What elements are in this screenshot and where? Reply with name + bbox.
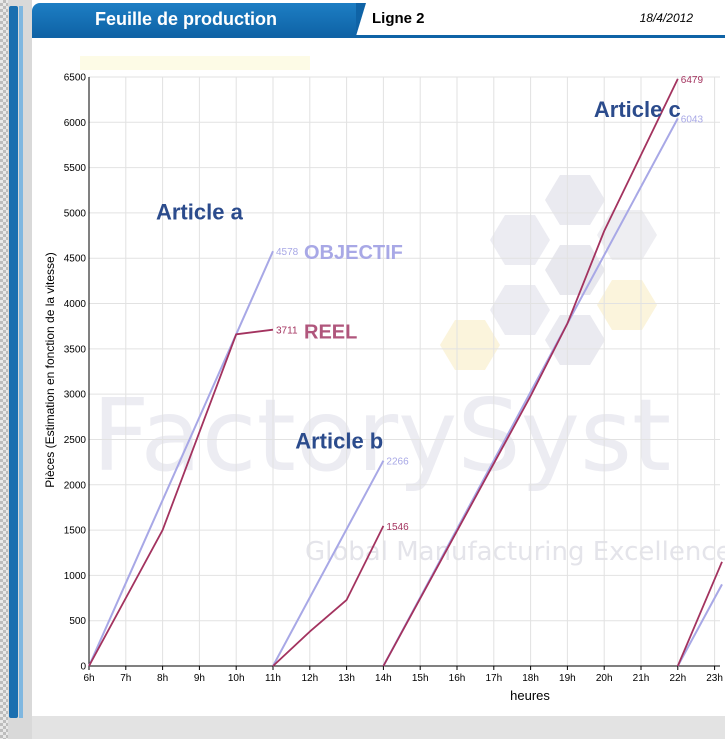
objectif-legend-label: OBJECTIF <box>304 242 403 264</box>
x-tick-label: 19h <box>559 673 576 684</box>
y-tick-label: 0 <box>80 662 86 673</box>
reel-series-line <box>272 525 385 667</box>
y-tick-label: 4500 <box>64 254 87 265</box>
reel-series-line <box>676 561 723 667</box>
reel-legend-label: REEL <box>304 322 357 344</box>
left-frame <box>0 0 32 739</box>
page-title: Feuille de production <box>95 9 278 29</box>
bottom-bar <box>32 716 725 739</box>
y-tick-label: 3000 <box>64 390 87 401</box>
x-tick-label: 15h <box>412 673 429 684</box>
report-date: 18/4/2012 <box>639 11 693 25</box>
header-underline <box>32 35 725 38</box>
x-tick-label: 23h <box>706 673 723 684</box>
x-tick-label: 16h <box>449 673 466 684</box>
highlight-band <box>80 56 310 70</box>
frame-light-strip <box>19 6 23 718</box>
line-name: Ligne 2 <box>372 10 425 27</box>
objectif-series-line <box>272 460 385 667</box>
watermark-hex <box>490 215 550 265</box>
x-tick-label: 18h <box>522 673 539 684</box>
reel-end-label: 1546 <box>386 522 409 533</box>
watermark-hex <box>597 280 657 330</box>
y-tick-label: 500 <box>69 616 86 627</box>
objectif-end-label: 4578 <box>276 247 299 258</box>
x-tick-label: 9h <box>194 673 205 684</box>
reel-series-line <box>88 328 274 667</box>
watermark-hex <box>440 320 500 370</box>
y-axis-title: Pièces (Estimation en fonction de la vit… <box>43 252 57 487</box>
article-label: Article a <box>156 199 244 224</box>
article-label: Article c <box>594 97 681 122</box>
objectif-series-line <box>676 583 723 667</box>
y-tick-label: 1500 <box>64 526 87 537</box>
y-tick-label: 4000 <box>64 299 87 310</box>
x-tick-label: 14h <box>375 673 392 684</box>
y-tick-label: 6500 <box>64 73 87 84</box>
x-tick-label: 10h <box>228 673 245 684</box>
watermark-brand: FactorySyst <box>92 377 671 494</box>
x-tick-label: 13h <box>338 673 355 684</box>
title-tab <box>32 3 366 36</box>
chart-grid <box>88 76 720 667</box>
watermark: FactorySyst Global Manufacturing Excelle… <box>92 175 725 567</box>
x-tick-label: 11h <box>265 673 281 684</box>
reel-end-label: 6479 <box>681 75 704 86</box>
y-tick-label: 5500 <box>64 163 87 174</box>
x-tick-label: 7h <box>120 673 131 684</box>
x-tick-label: 8h <box>157 673 168 684</box>
reel-end-label: 3711 <box>276 326 298 337</box>
y-tick-label: 1000 <box>64 571 87 582</box>
x-tick-label: 21h <box>633 673 650 684</box>
y-tick-label: 3500 <box>64 344 87 355</box>
chart-axes: 0 500 1000 1500 2000 2500 3000 3500 4000 4500 5000… <box>43 73 723 704</box>
watermark-hex <box>490 285 550 335</box>
watermark-hex <box>545 315 605 365</box>
watermark-tagline: Global Manufacturing Excellence <box>305 537 725 567</box>
y-tick-label: 6000 <box>64 118 87 129</box>
watermark-hex <box>597 210 657 260</box>
y-tick-label: 2500 <box>64 435 87 446</box>
objectif-end-label: 2266 <box>386 457 409 468</box>
x-tick-label: 22h <box>669 673 686 684</box>
article-label: Article b <box>295 429 383 454</box>
reel-series-line <box>382 78 679 667</box>
objectif-end-label: 6043 <box>681 114 704 125</box>
x-tick-label: 17h <box>485 673 502 684</box>
frame-blue-strip <box>9 6 18 718</box>
watermark-hex <box>545 175 605 225</box>
x-tick-label: 20h <box>596 673 613 684</box>
x-tick-label: 6h <box>83 673 94 684</box>
frame-pattern <box>0 0 8 739</box>
x-tick-label: 12h <box>301 673 318 684</box>
chart-series <box>88 78 723 667</box>
y-tick-label: 5000 <box>64 208 87 219</box>
chart-labels: 4578 3711 2266 1546 6043 6479 Article a Article… <box>156 75 703 533</box>
header-bar: Feuille de production Ligne 2 18/4/2012 <box>32 0 725 38</box>
x-axis-title: heures <box>510 688 550 703</box>
y-tick-label: 2000 <box>64 480 87 491</box>
